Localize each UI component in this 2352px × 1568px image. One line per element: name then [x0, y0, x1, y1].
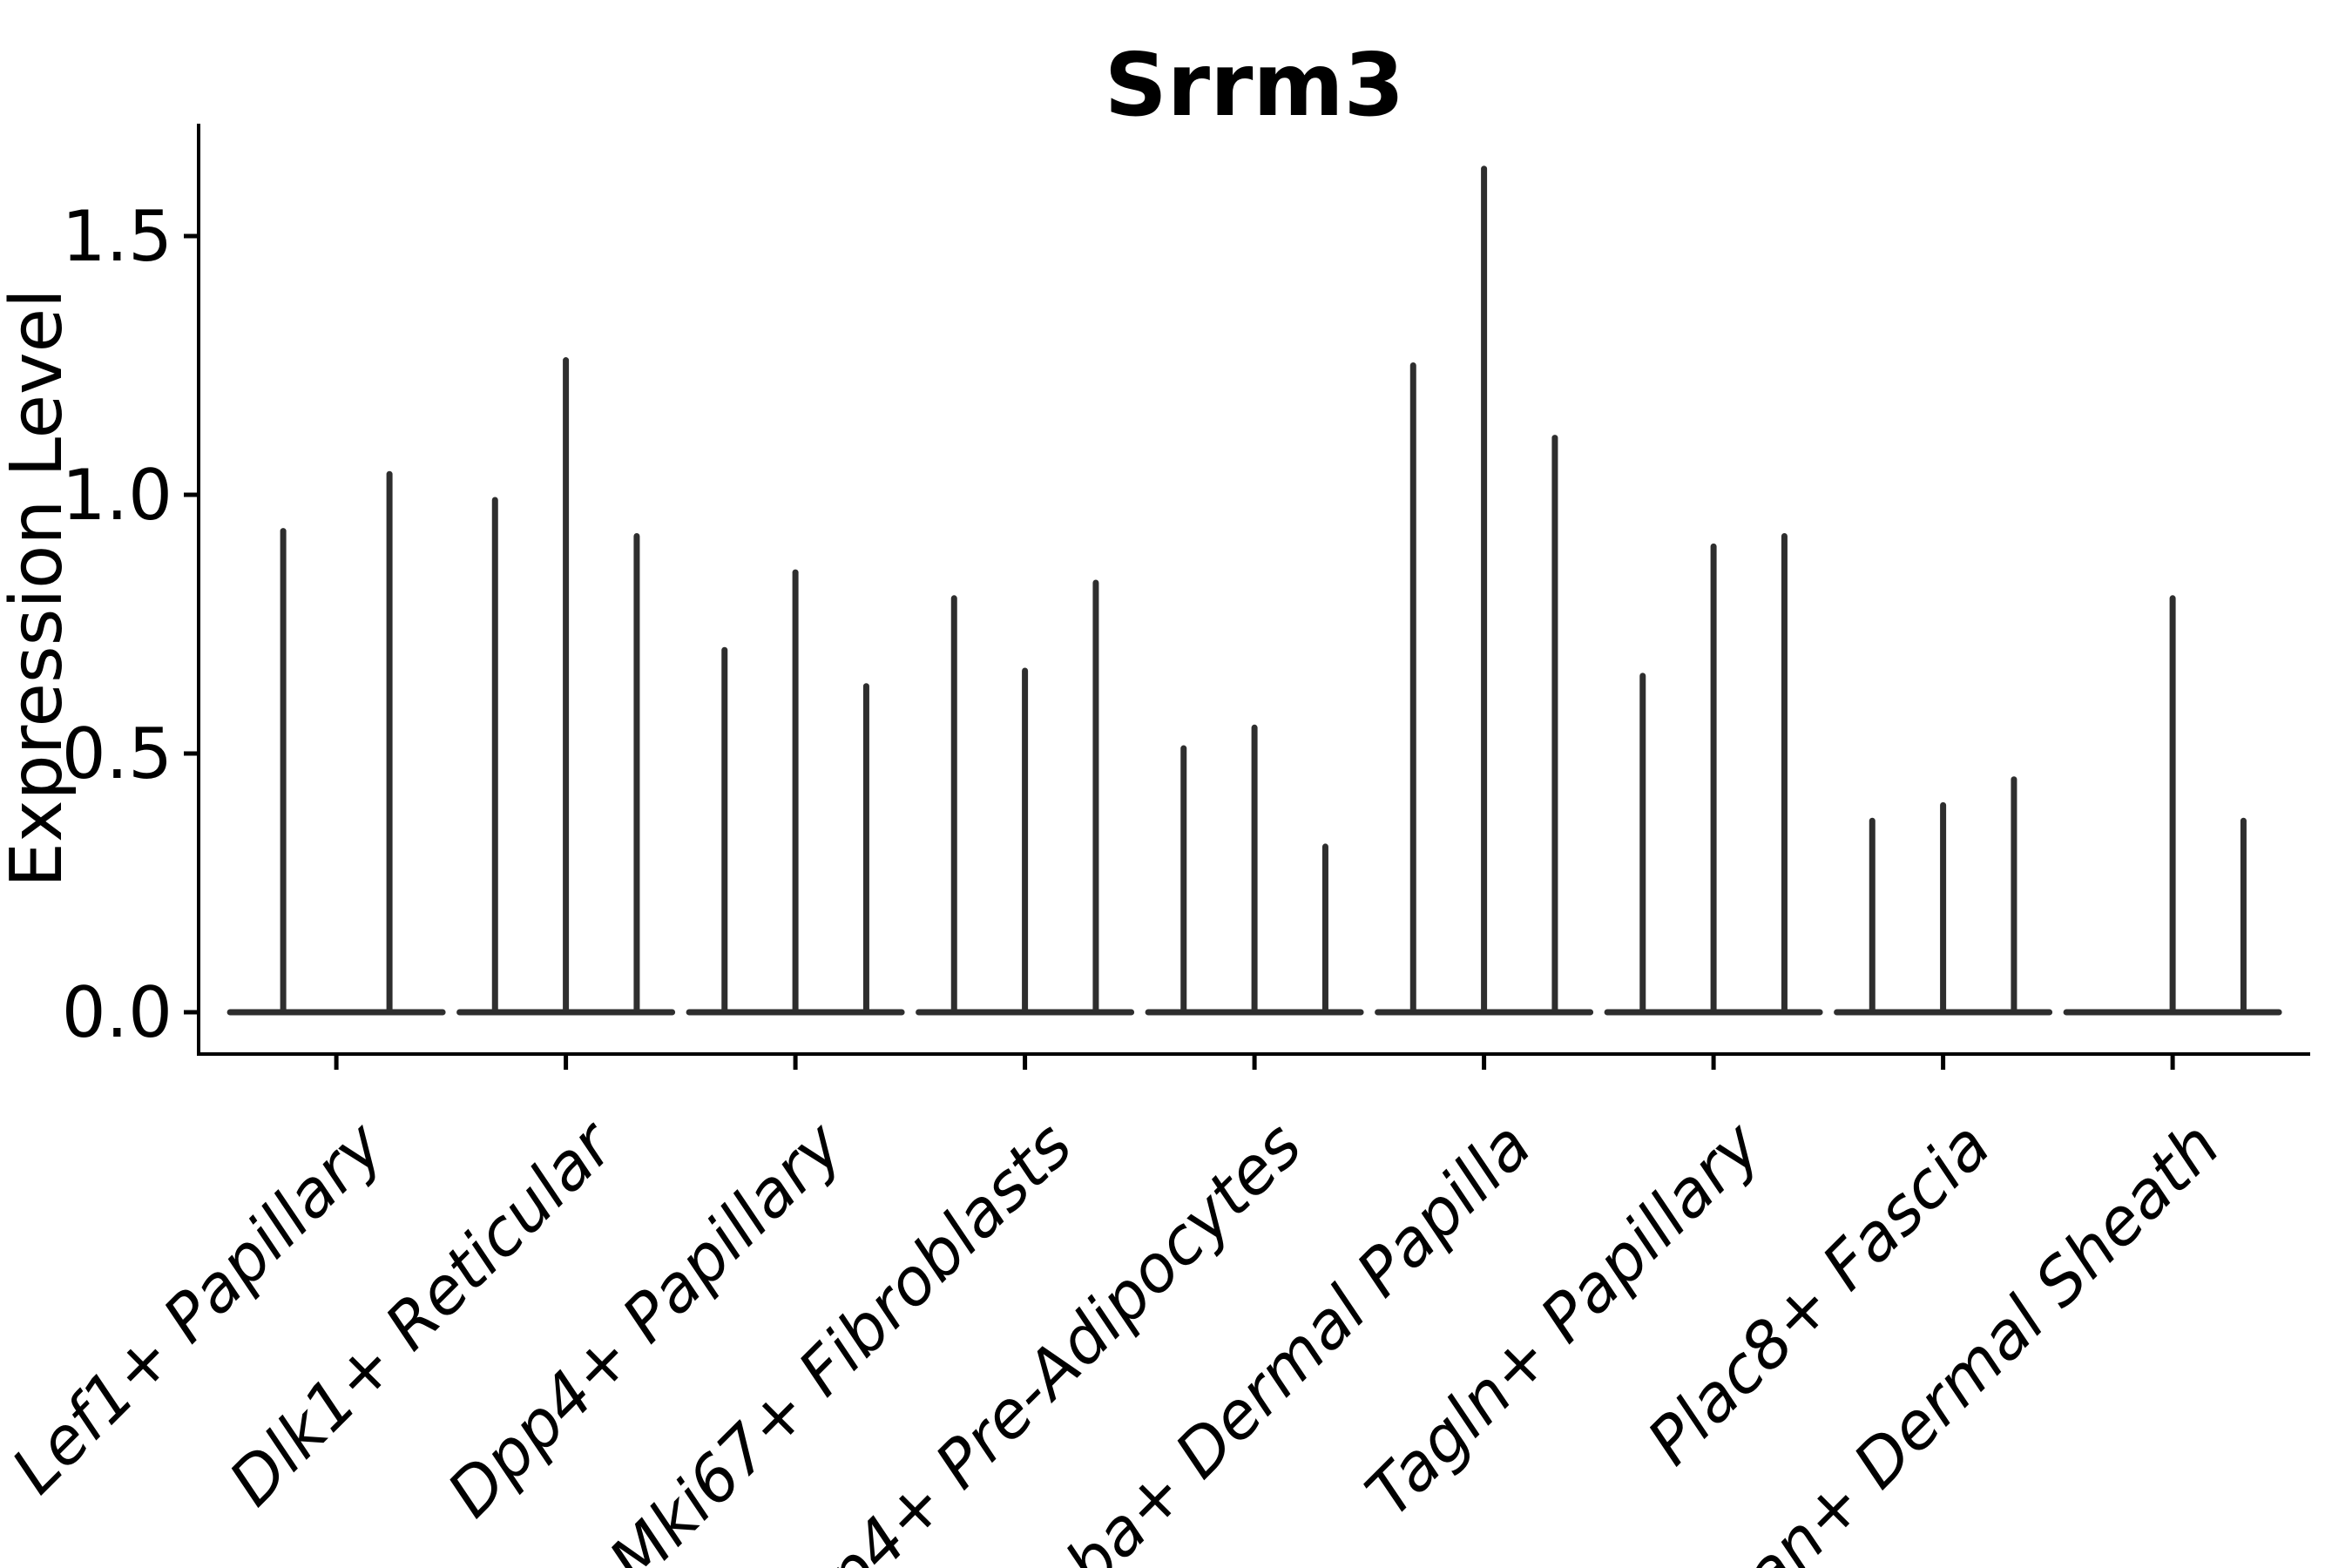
violin-group — [2063, 595, 2282, 1016]
y-tick-label: 1.0 — [62, 455, 172, 536]
y-tick-label: 0.0 — [62, 972, 172, 1053]
violin-group — [1145, 724, 1364, 1016]
x-category-label: Dpp4+ Papillary — [434, 1107, 858, 1531]
y-tick-label: 1.5 — [62, 196, 172, 277]
violin-group — [916, 579, 1135, 1016]
y-axis-title: Expression Level — [0, 288, 78, 888]
y-tick-label: 0.5 — [62, 713, 172, 794]
violin-group — [226, 470, 446, 1016]
violin-group — [1604, 533, 1823, 1016]
violin-layer — [226, 166, 2282, 1016]
x-category-label: Dlk1+ Reticular — [215, 1105, 631, 1521]
violin-group — [1375, 166, 1594, 1016]
x-category-label: Tagln+ Papillary — [1352, 1107, 1776, 1531]
chart-title: Srrm3 — [1105, 34, 1404, 136]
violin-group — [686, 569, 905, 1016]
violin-group — [1834, 776, 2053, 1016]
violin-group — [456, 357, 676, 1016]
